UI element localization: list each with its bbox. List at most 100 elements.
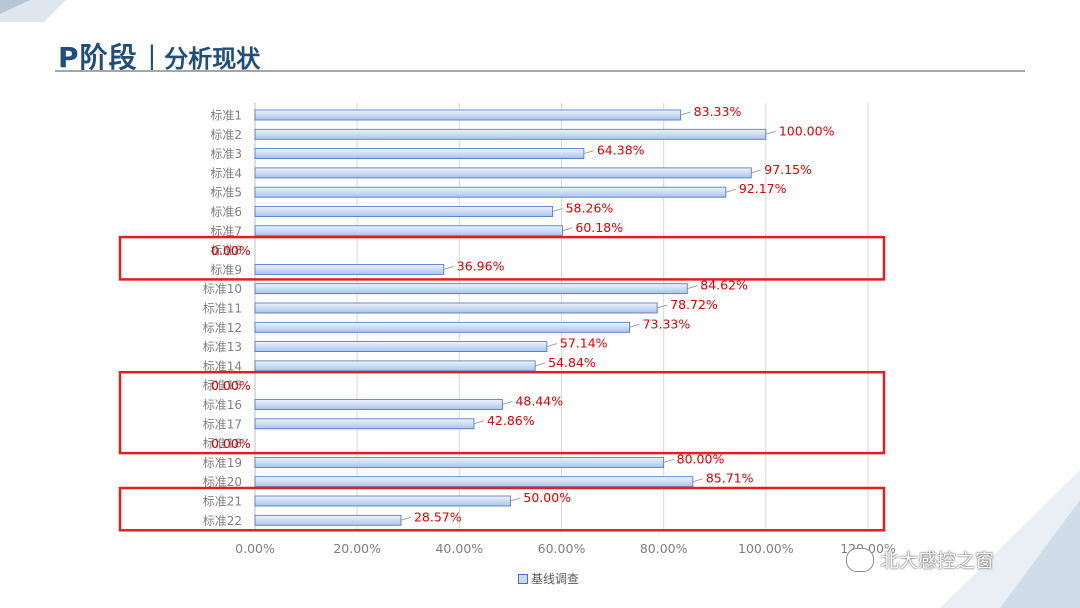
category-label: 标准18	[203, 437, 242, 451]
bar	[254, 167, 752, 179]
data-label: 80.00%	[677, 451, 725, 466]
bar	[254, 514, 402, 526]
bar	[254, 360, 536, 372]
leader-line	[687, 285, 698, 290]
x-tick-label: 80.00%	[640, 541, 688, 556]
category-label: 标准15	[203, 379, 242, 393]
legend-swatch	[518, 573, 528, 584]
leader-line	[692, 478, 703, 483]
data-label: 54.84%	[548, 355, 596, 370]
watermark-text: 北大感控之窗	[880, 550, 995, 572]
data-label: 73.33%	[643, 316, 691, 331]
bar	[254, 399, 503, 410]
leader-line	[657, 304, 668, 309]
highlight-box	[118, 370, 886, 455]
data-label: 60.18%	[575, 220, 623, 235]
category-label: 标准5	[210, 186, 242, 200]
x-tick-label: 60.00%	[538, 541, 586, 556]
bar	[254, 225, 563, 237]
bar	[254, 418, 475, 430]
leader-line	[751, 169, 762, 174]
leader-line	[765, 130, 776, 135]
leader-line	[473, 420, 485, 425]
bar	[254, 206, 554, 217]
category-label: 标准17	[203, 417, 242, 431]
category-label: 标准3	[210, 147, 242, 161]
data-label: 28.57%	[414, 509, 462, 524]
bar	[254, 456, 665, 468]
category-label: 标准11	[203, 302, 242, 316]
title-sub: 分析现状	[164, 44, 261, 73]
leader-line	[546, 343, 558, 347]
category-label: 标准13	[203, 340, 242, 354]
data-label: 84.62%	[700, 278, 748, 293]
data-label: 85.71%	[706, 471, 754, 486]
leader-line	[725, 188, 736, 193]
data-label: 64.38%	[597, 143, 645, 158]
data-label: 50.00%	[523, 490, 571, 505]
leader-line	[510, 497, 521, 502]
title-main: P阶段	[58, 41, 138, 74]
category-label: 标准4	[210, 166, 242, 180]
category-label: 标准10	[203, 282, 242, 296]
leader-line	[680, 111, 691, 116]
highlight-box	[118, 235, 886, 281]
data-label: 58.26%	[566, 201, 614, 216]
data-label: 83.33%	[694, 104, 742, 119]
corner-decoration-dark	[0, 0, 30, 14]
highlight-boxes	[118, 235, 886, 532]
leader-line	[583, 150, 594, 154]
bar	[254, 341, 548, 353]
leader-line	[535, 362, 546, 367]
legend: 基线调查	[518, 570, 579, 587]
category-label: 标准9	[210, 263, 242, 277]
data-label: 0.00%	[211, 243, 251, 258]
data-label: 0.00%	[211, 436, 251, 451]
category-label: 标准22	[203, 514, 242, 528]
leader-line	[552, 208, 563, 212]
leader-line	[562, 227, 573, 232]
category-label: 标准16	[203, 398, 242, 412]
bar	[254, 476, 694, 488]
page-title: P阶段 | 分析现状	[58, 36, 260, 76]
data-label: 97.15%	[764, 162, 812, 177]
x-tick-labels: 0.00%20.00%40.00%60.00%80.00%100.00%120.…	[235, 541, 896, 556]
data-label: 48.44%	[515, 394, 563, 409]
x-tick-label: 100.00%	[738, 541, 794, 556]
x-tick-label: 20.00%	[333, 541, 381, 556]
data-label: 92.17%	[739, 181, 787, 196]
data-label: 42.86%	[487, 413, 535, 428]
legend-label: 基线调查	[531, 572, 580, 586]
title-separator: |	[147, 41, 157, 71]
leader-line	[663, 459, 674, 463]
category-label: 标准8	[210, 244, 242, 258]
category-labels: 标准1 标准2 标准3 标准4 标准5 标准6 标准7 标准8 标准9 标准10 标准11 标准12 标…	[203, 109, 242, 528]
bars	[254, 109, 776, 526]
category-label: 标准21	[203, 495, 242, 509]
leader-line	[629, 323, 640, 328]
bar	[254, 128, 767, 140]
data-label: 0.00%	[211, 378, 251, 393]
leader-line	[502, 401, 513, 405]
bar	[254, 302, 658, 314]
leader-line	[400, 516, 412, 521]
data-label: 57.14%	[560, 336, 608, 351]
category-label: 标准1	[210, 109, 242, 123]
corner-decoration-bottom-dark	[1000, 500, 1080, 608]
category-label: 标准7	[210, 224, 242, 238]
category-label: 标准12	[203, 321, 242, 335]
bar	[254, 495, 511, 507]
bar	[254, 283, 688, 295]
category-label: 标准6	[210, 205, 242, 219]
x-tick-label: 0.00%	[235, 541, 275, 556]
bar	[254, 109, 682, 121]
category-label: 标准2	[210, 128, 242, 142]
data-labels: 83.33% 100.00% 64.38% 97.15% 92.17% 58.26% 60.…	[211, 104, 835, 524]
data-label: 36.96%	[457, 258, 505, 273]
leader-line	[443, 266, 454, 270]
wechat-icon	[846, 547, 874, 572]
category-label: 标准14	[203, 359, 242, 373]
